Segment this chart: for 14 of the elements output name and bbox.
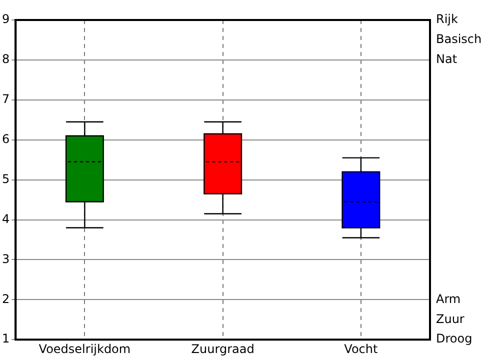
y-tick-label: 9 <box>2 12 10 26</box>
x-tick-label: Voedselrijkdom <box>38 342 131 356</box>
x-tick-label: Vocht <box>344 342 378 356</box>
y-tick-label: 3 <box>2 252 10 266</box>
y-tick-label: 6 <box>2 132 10 146</box>
x-tick-label: Zuurgraad <box>191 342 254 356</box>
y-tick-label: 5 <box>2 172 10 186</box>
y-tick-label: 7 <box>2 92 10 106</box>
text: Rijk Basisch Nat <box>436 12 482 66</box>
y-tick-label: 4 <box>2 212 10 226</box>
y-tick-label: 8 <box>2 52 10 66</box>
y-tick-label: 2 <box>2 292 10 306</box>
y-tick-label: 1 <box>2 332 10 346</box>
text: Arm Zuur Droog <box>436 292 472 346</box>
